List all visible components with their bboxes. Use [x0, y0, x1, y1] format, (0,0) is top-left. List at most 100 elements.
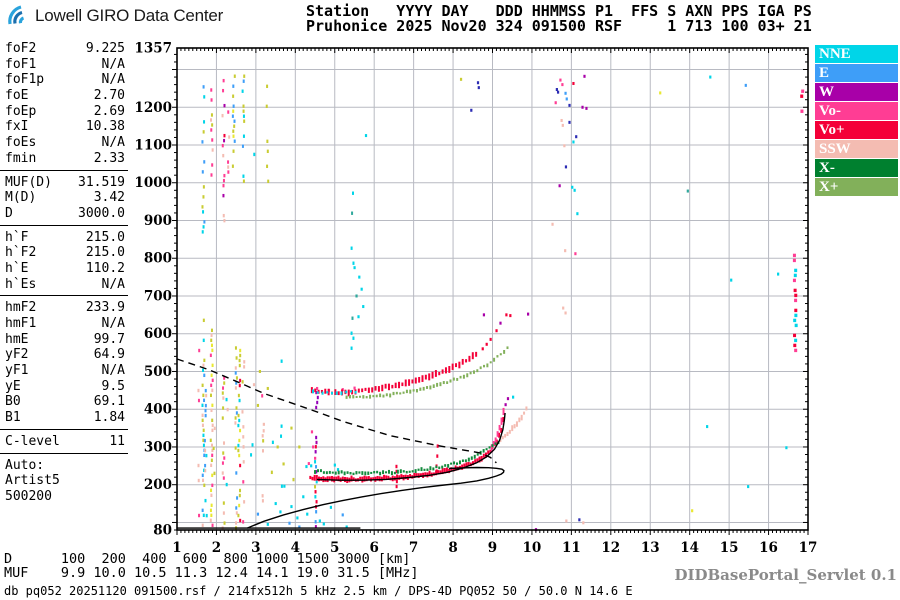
noise-column: [203, 373, 206, 378]
noise-column: [315, 510, 318, 514]
noise-column: [238, 418, 241, 423]
param-value: 2.69: [93, 103, 125, 119]
param-label: hmF1: [5, 316, 37, 331]
x-axis-label: 9: [488, 540, 497, 556]
noise-column: [243, 119, 246, 123]
noise-column: [239, 463, 242, 468]
param-value: N/A: [101, 276, 125, 292]
noise-column: [794, 348, 798, 353]
noise-column: [210, 343, 213, 348]
noise-column: [202, 363, 205, 368]
noise-column: [801, 89, 805, 93]
param-row: B0 69.1: [0, 394, 128, 410]
noise-column: [241, 410, 244, 414]
param-row: foEs N/A: [0, 135, 128, 151]
noise-column: [239, 353, 242, 358]
param-label: h`F2: [5, 245, 37, 261]
noise-column: [243, 360, 246, 364]
noise-column: [267, 179, 270, 184]
noise-column: [210, 333, 213, 338]
noise-column: [234, 371, 237, 375]
noise-column: [210, 373, 213, 378]
noise-column: [314, 450, 317, 454]
noise-column: [233, 74, 236, 78]
noise-column: [395, 464, 398, 469]
param-divider: [0, 452, 128, 458]
noise-column: [203, 438, 206, 443]
noise-column: [211, 418, 214, 423]
noise-column: [238, 398, 241, 403]
noise-column: [243, 365, 246, 369]
noise-column: [222, 501, 225, 505]
param-row: h`F2 215.0: [0, 245, 128, 261]
noise-column: [221, 391, 224, 395]
noise-column: [241, 380, 244, 384]
noise-column: [261, 499, 264, 503]
x-axis-label: 14: [680, 540, 699, 556]
param-row: D 3000.0: [0, 206, 128, 222]
noise-column: [222, 78, 225, 83]
noise-column: [238, 383, 241, 388]
noise-column: [794, 323, 798, 328]
noise-column: [261, 494, 264, 498]
noise-column: [202, 478, 205, 483]
noise-column: [793, 288, 797, 293]
noise-column: [198, 348, 201, 353]
noise-column: [210, 173, 213, 177]
noise-column: [222, 386, 225, 390]
noise-column: [204, 403, 207, 408]
noise-column: [266, 139, 269, 144]
x-axis-labels: 1 2 3 4 5 6 7 8 9 10 11 12 13 14 15 16 17: [172, 540, 817, 556]
noise-column: [211, 348, 214, 353]
param-row: M(D) 3.42: [0, 190, 128, 206]
param-value: 69.1: [93, 394, 125, 410]
noise-column: [210, 513, 213, 518]
noise-column: [271, 440, 274, 445]
noise-column: [239, 428, 242, 433]
noise-column: [794, 308, 798, 313]
noise-column: [232, 149, 235, 153]
noise-column: [238, 493, 241, 498]
noise-column: [232, 134, 235, 138]
noise-column: [209, 438, 212, 443]
noise-column: [792, 253, 796, 258]
noise-column: [314, 460, 317, 464]
noise-column: [225, 482, 228, 487]
db-info-line: db pq052 20251120 091500.rsf / 214fx512h…: [4, 584, 633, 598]
giro-wave-icon: [8, 5, 25, 25]
noise-column: [223, 521, 226, 525]
noise-column: [242, 134, 245, 138]
noise-column: [211, 123, 214, 127]
noise-column: [202, 210, 205, 214]
noise-column: [314, 490, 317, 494]
legend-item-x: X+: [815, 178, 898, 196]
noise-column: [315, 390, 318, 395]
station-header: Station YYYY DAY DDD HHMMSS P1 FFS S AXN…: [306, 4, 812, 34]
noise-column: [237, 443, 240, 448]
noise-column: [238, 453, 241, 458]
param-label: yF1: [5, 363, 29, 379]
param-row: C-level 11: [0, 434, 128, 450]
noise-column: [204, 388, 207, 393]
noise-column: [222, 193, 225, 198]
noise-column: [794, 298, 798, 303]
noise-column: [792, 258, 796, 263]
noise-column: [234, 416, 237, 420]
noise-column: [203, 120, 206, 124]
noise-column: [237, 413, 240, 418]
noise-column: [262, 429, 265, 433]
noise-column: [800, 94, 804, 98]
param-value: 64.9: [93, 347, 125, 363]
noise-column: [242, 79, 245, 83]
noise-column: [210, 488, 213, 493]
noise-column: [211, 523, 214, 528]
noise-column: [794, 268, 798, 273]
noise-column: [210, 113, 213, 117]
legend-item-ssw: SSW: [815, 140, 898, 158]
noise-column: [234, 386, 237, 390]
noise-column: [314, 445, 317, 449]
noise-column: [203, 160, 206, 164]
noise-column: [233, 119, 236, 123]
x-axis-label: 17: [799, 540, 818, 556]
